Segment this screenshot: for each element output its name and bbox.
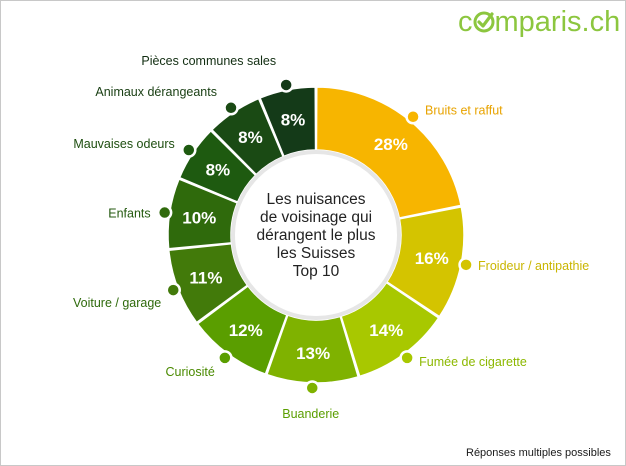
category-label-8: Mauvaises odeurs [73,137,174,151]
slice-3 [340,281,440,378]
footnote: Réponses multiples possibles [466,447,611,459]
category-label-4: Buanderie [282,407,339,421]
category-label-6: Voiture / garage [73,296,161,310]
category-label-10: Pièces communes sales [141,54,276,68]
percent-label-3: 14% [369,321,403,340]
chart-title-line-2: de voisinage qui [260,209,372,226]
callout-labels: Bruits et raffut Froideur / antipathie Fum… [73,54,589,421]
logo-text-start: c [458,6,473,38]
donut-hole [235,154,397,316]
callout-dot-7 [156,204,173,221]
callout-dot-6 [165,282,182,298]
percent-labels: 28% 16% 14% 13% 12% 11% 10% 8% 8% 8% [182,110,448,363]
chart-title-line-5: Top 10 [293,263,340,280]
percent-label-5: 12% [229,321,263,340]
percent-label-7: 10% [182,209,216,228]
donut-slices [167,86,465,384]
checkmark-icon [473,11,494,33]
callout-dot-2 [458,257,474,273]
percent-label-4: 13% [296,344,330,363]
comparis-logo: c mparis.ch [458,6,620,39]
percent-label-8: 8% [206,160,231,179]
category-label-9: Animaux dérangeants [95,85,217,99]
percent-label-2: 16% [415,249,449,268]
category-label-2: Froideur / antipathie [478,259,589,273]
percent-label-6: 11% [189,268,222,287]
callout-dot-1 [405,108,421,125]
category-label-1: Bruits et raffut [425,104,503,118]
category-label-3: Fumée de cigarette [419,355,527,369]
percent-label-10: 8% [281,110,306,129]
percent-label-9: 8% [238,128,263,147]
category-label-5: Curiosité [166,365,215,379]
slice-1 [315,86,462,219]
callout-dot-9 [223,100,239,116]
callout-dot-4 [304,380,320,396]
callout-dot-8 [181,142,197,158]
category-label-7: Enfants [108,207,150,221]
chart-title: Les nuisances de voisinage qui dérangent l… [257,191,376,280]
callout-dot-10 [278,77,294,93]
chart-title-line-1: Les nuisances [266,191,365,208]
logo-text-end: mparis.ch [494,6,621,38]
donut-hole-ring [231,150,401,320]
callout-dot-3 [399,350,415,366]
percent-label-1: 28% [374,135,408,154]
chart-title-line-4: les Suisses [277,245,356,262]
callout-dot-5 [217,350,233,366]
chart-title-line-3: dérangent le plus [257,227,376,244]
